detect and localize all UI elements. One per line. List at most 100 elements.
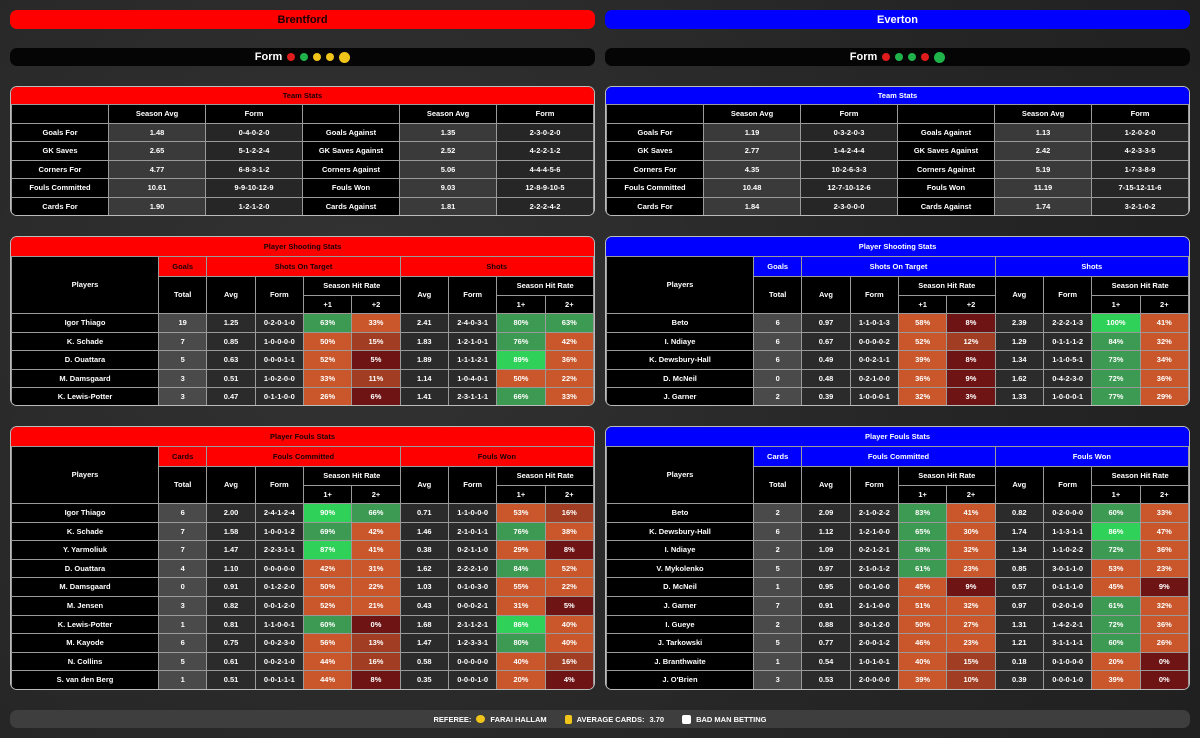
hit-rate-cell: 36% bbox=[544, 350, 594, 370]
stat-cell: 2-3-0-2-0 bbox=[496, 122, 594, 143]
stat-cell: 6-8-3-1-2 bbox=[205, 159, 303, 180]
shooting-table: Players Goals Shots On Target Shots Total Avg… bbox=[11, 256, 594, 405]
player-name: K. Schade bbox=[11, 521, 159, 542]
hit-rate-cell: 11% bbox=[351, 368, 401, 389]
threshold-header: 1+ bbox=[1091, 295, 1141, 314]
player-row: I. Ndiaye 2 1.09 0-2-1-2-1 68% 32% 1.34 1-1-0-2… bbox=[606, 540, 1189, 560]
count-cell: 3 bbox=[752, 670, 803, 689]
hit-rate-cell: 41% bbox=[351, 540, 401, 560]
referee: FARAI HALLAM bbox=[490, 714, 547, 724]
total-header: Total bbox=[752, 466, 803, 504]
hit-rate-cell: 72% bbox=[1091, 614, 1141, 635]
stat-cell: 0-1-2-2-0 bbox=[254, 577, 304, 597]
hit-rate-cell: 60% bbox=[1091, 633, 1141, 653]
stat-cell: 1-1-0-0-0 bbox=[447, 503, 498, 523]
hit-rate-cell: 40% bbox=[544, 633, 594, 653]
hit-rate-cell: 36% bbox=[1139, 540, 1189, 560]
panel-title: Player Fouls Stats bbox=[606, 427, 1189, 446]
stat-cell: GK Saves Against bbox=[897, 141, 995, 161]
stat-cell: 0-0-0-0-0 bbox=[254, 558, 304, 579]
count-cell: 6 bbox=[157, 503, 208, 523]
stat-cell: 2-4-1-2-4 bbox=[254, 503, 304, 523]
hit-rate-cell: 33% bbox=[1139, 503, 1189, 523]
form-dot bbox=[921, 53, 930, 61]
stat-cell: 0.58 bbox=[399, 651, 449, 672]
player-row: K. Schade 7 0.85 1-0-0-0-0 50% 15% 1.83 1-2-1-0… bbox=[11, 331, 594, 352]
hit-rate-cell: 68% bbox=[897, 540, 948, 560]
hit-rate-cell: 52% bbox=[544, 558, 594, 579]
stat-cell: 10.48 bbox=[703, 178, 801, 198]
player-name: Y. Yarmoliuk bbox=[11, 540, 159, 560]
player-row: K. Dewsbury-Hall 6 1.12 1-2-1-0-0 65% 30% 1.74… bbox=[606, 521, 1189, 542]
hit-rate-cell: 23% bbox=[946, 558, 996, 579]
stat-cell: 1-1-3-1-1 bbox=[1042, 521, 1093, 542]
hit-rate-cell: 31% bbox=[351, 558, 401, 579]
stat-cell: 1-0-2-0-0 bbox=[254, 368, 304, 389]
stat-cell: 1-2-1-0-1 bbox=[447, 331, 498, 352]
referee-label: REFEREE: bbox=[433, 714, 472, 724]
hit-rate-cell: 36% bbox=[1139, 368, 1189, 389]
threshold-header: 1+ bbox=[496, 295, 546, 314]
player-name: Beto bbox=[606, 313, 754, 333]
stat-cell: 0.49 bbox=[801, 350, 851, 370]
hit-rate-cell: 61% bbox=[1091, 595, 1141, 616]
stat-cell: 0.18 bbox=[994, 651, 1044, 672]
player-row: S. van den Berg 1 0.51 0-0-1-1-1 44% 8% 0.35 0-… bbox=[11, 670, 594, 689]
stat-cell: 0-2-0-1-0 bbox=[254, 313, 304, 333]
stat-row: GK Saves 2.77 1-4-2-4-4 GK Saves Against 2.4… bbox=[606, 141, 1189, 161]
player-name: J. Garner bbox=[606, 595, 754, 616]
stat-cell: 0.57 bbox=[994, 577, 1044, 597]
hit-rate-cell: 23% bbox=[946, 633, 996, 653]
hit-rate-cell: 50% bbox=[496, 368, 546, 389]
stat-cell: 0-0-0-1-1 bbox=[254, 350, 304, 370]
stat-cell: 1-2-0-2-0 bbox=[1091, 122, 1189, 143]
stat-cell: 0.97 bbox=[801, 558, 851, 579]
hit-rate-cell: 61% bbox=[897, 558, 948, 579]
count-cell: 5 bbox=[752, 558, 803, 579]
stat-cell: 1.09 bbox=[801, 540, 851, 560]
stat-cell: 0.97 bbox=[801, 313, 851, 333]
avg-header: Avg bbox=[994, 276, 1044, 314]
stat-cell: 0-4-2-3-0 bbox=[1042, 368, 1093, 389]
threshold-header: +2 bbox=[946, 295, 996, 314]
hit-rate-cell: 42% bbox=[544, 331, 594, 352]
count-header: Goals bbox=[157, 256, 208, 277]
stat-cell: 1.34 bbox=[994, 540, 1044, 560]
player-row: K. Dewsbury-Hall 6 0.49 0-0-2-1-1 39% 8% 1.34 1… bbox=[606, 350, 1189, 370]
stat-cell: 2-1-1-2-1 bbox=[447, 614, 498, 635]
stat-cell: 2.77 bbox=[703, 141, 801, 161]
stat-cell: 2-3-1-1-1 bbox=[447, 387, 498, 405]
stat-cell: Fouls Won bbox=[897, 178, 995, 198]
count-cell: 1 bbox=[752, 651, 803, 672]
stat-cell: 0.71 bbox=[399, 503, 449, 523]
stat-cell: Corners For bbox=[11, 159, 109, 180]
count-cell: 6 bbox=[752, 350, 803, 370]
form-dot bbox=[313, 53, 322, 61]
team-stats-panel: Team Stats Season Avg Form Season Avg Form Go… bbox=[10, 86, 595, 216]
stat-cell: 9-9-10-12-9 bbox=[205, 178, 303, 198]
player-name: D. Ouattara bbox=[11, 558, 159, 579]
avg-header: Avg bbox=[399, 466, 449, 504]
stat-cell: 1.81 bbox=[399, 196, 497, 215]
player-name: J. Branthwaite bbox=[606, 651, 754, 672]
hit-rate-cell: 80% bbox=[496, 633, 546, 653]
threshold-header: 2+ bbox=[351, 485, 401, 504]
hit-rate-cell: 39% bbox=[897, 670, 948, 689]
hit-rate-cell: 9% bbox=[946, 577, 996, 597]
stat-cell: 0.39 bbox=[994, 670, 1044, 689]
stat-row: Cards For 1.90 1-2-1-2-0 Cards Against 1.81 2… bbox=[11, 196, 594, 215]
stat-cell: 0.97 bbox=[994, 595, 1044, 616]
form-dot bbox=[908, 53, 917, 61]
hit-rate-cell: 15% bbox=[946, 651, 996, 672]
count-cell: 0 bbox=[752, 368, 803, 389]
stat-cell: 1-1-0-2-2 bbox=[1042, 540, 1093, 560]
stat-cell: 1.58 bbox=[206, 521, 256, 542]
player-row: Beto 6 0.97 1-1-0-1-3 58% 8% 2.39 2-2-2-1-3 100%… bbox=[606, 313, 1189, 333]
hit-rate-cell: 40% bbox=[496, 651, 546, 672]
hit-rate-cell: 65% bbox=[897, 521, 948, 542]
player-name: D. McNeil bbox=[606, 577, 754, 597]
stat-cell: 1.25 bbox=[206, 313, 256, 333]
stat-cell: 2-3-0-0-0 bbox=[800, 196, 898, 215]
player-row: I. Ndiaye 6 0.67 0-0-0-0-2 52% 12% 1.29 0-1-1-1… bbox=[606, 331, 1189, 352]
hit-rate-header: Season Hit Rate bbox=[1091, 276, 1189, 296]
